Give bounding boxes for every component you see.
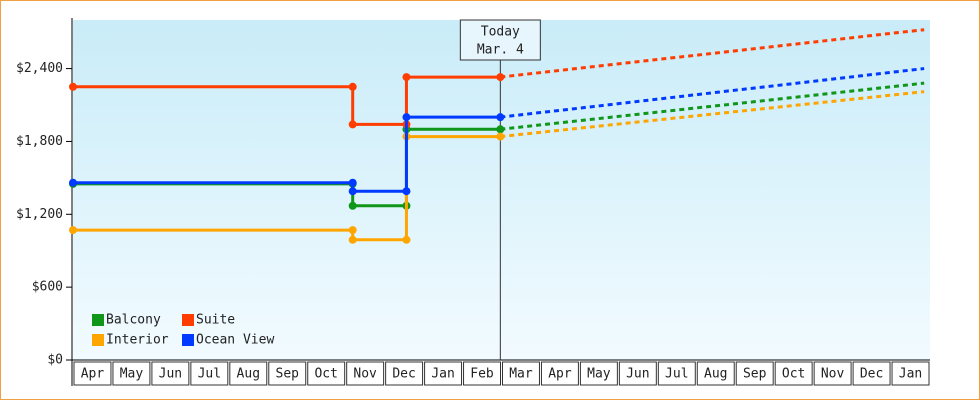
x-tick-label: Oct [314, 367, 337, 382]
x-tick-cell [190, 361, 229, 386]
today-box [459, 19, 541, 61]
point [348, 226, 357, 235]
point [348, 82, 357, 91]
x-tick-label: Sep [743, 367, 767, 382]
x-tick-label: Aug [237, 367, 260, 382]
point [402, 187, 411, 196]
point [496, 125, 505, 134]
history-line [73, 135, 501, 242]
x-tick-label: Jul [665, 367, 688, 382]
x-tick-cell [502, 361, 540, 386]
y-tick-label: $2,400 [16, 61, 63, 76]
x-tick-cell [813, 361, 852, 386]
x-tick-label: Jul [198, 367, 221, 382]
point [348, 201, 357, 210]
x-tick-cell [891, 361, 930, 386]
x-tick-label: Mar [509, 367, 533, 382]
x-tick-label: Nov [821, 367, 845, 382]
legend-swatch [182, 334, 194, 346]
x-tick-label: Apr [548, 367, 572, 382]
x-tick-cell [618, 361, 657, 386]
legend-label: Interior [106, 333, 169, 348]
forecast-line [500, 28, 925, 79]
point [496, 113, 505, 122]
x-tick-label: Sep [276, 367, 300, 382]
point [348, 235, 357, 244]
point [402, 113, 411, 122]
x-tick-label: Aug [704, 367, 727, 382]
point [69, 178, 77, 187]
x-tick-cell [307, 361, 346, 386]
x-tick-label: May [120, 367, 144, 382]
x-tick-cell [151, 361, 190, 386]
point [348, 187, 357, 196]
forecast-line [500, 81, 925, 131]
x-tick-cell [73, 361, 112, 386]
x-tick-cell [268, 361, 307, 386]
legend-swatch [92, 314, 104, 326]
x-tick-label: May [587, 367, 611, 382]
point [348, 120, 357, 129]
x-tick-label: Oct [782, 367, 805, 382]
x-tick-label: Jan [899, 367, 922, 382]
x-tick-label: Jun [626, 367, 649, 382]
point [496, 132, 505, 141]
x-tick-cell [696, 361, 735, 386]
history-line [73, 75, 501, 126]
point [69, 82, 77, 91]
x-tick-label: Dec [860, 367, 883, 382]
x-tick-cell [112, 361, 151, 386]
x-tick-label: Dec [392, 367, 415, 382]
x-tick-label: Apr [81, 367, 105, 382]
legend-label: Suite [196, 313, 235, 328]
x-tick-cell [657, 361, 696, 386]
legend-label: Balcony [106, 313, 161, 328]
today-label: Mar. 4 [477, 43, 524, 58]
forecast-line [500, 90, 925, 139]
point [348, 178, 357, 187]
today-label: Today [481, 25, 520, 40]
point [69, 226, 77, 235]
x-tick-cell [735, 361, 774, 386]
x-tick-cell [540, 361, 579, 386]
x-tick-cell [579, 361, 618, 386]
legend-swatch [92, 334, 104, 346]
legend-label: Ocean View [196, 333, 274, 348]
plot-area [73, 20, 930, 360]
x-tick-label: Jun [159, 367, 182, 382]
point [496, 73, 505, 82]
x-tick-cell [346, 361, 385, 386]
y-tick-label: $0 [47, 353, 63, 368]
x-tick-label: Jan [431, 367, 454, 382]
x-tick-label: Feb [470, 367, 494, 382]
x-tick-label: Nov [353, 367, 377, 382]
legend-swatch [182, 314, 194, 326]
y-tick-label: $1,800 [16, 134, 63, 149]
forecast-line [500, 67, 925, 119]
history-line [73, 115, 501, 193]
y-tick-label: $600 [32, 280, 63, 295]
point [402, 73, 411, 82]
x-tick-cell [463, 361, 501, 386]
x-tick-cell [424, 361, 463, 386]
x-tick-cell [852, 361, 891, 386]
y-tick-label: $1,200 [16, 207, 63, 222]
x-tick-cell [385, 361, 424, 386]
x-tick-cell [774, 361, 813, 386]
x-tick-cell [229, 361, 268, 386]
point [402, 235, 411, 244]
